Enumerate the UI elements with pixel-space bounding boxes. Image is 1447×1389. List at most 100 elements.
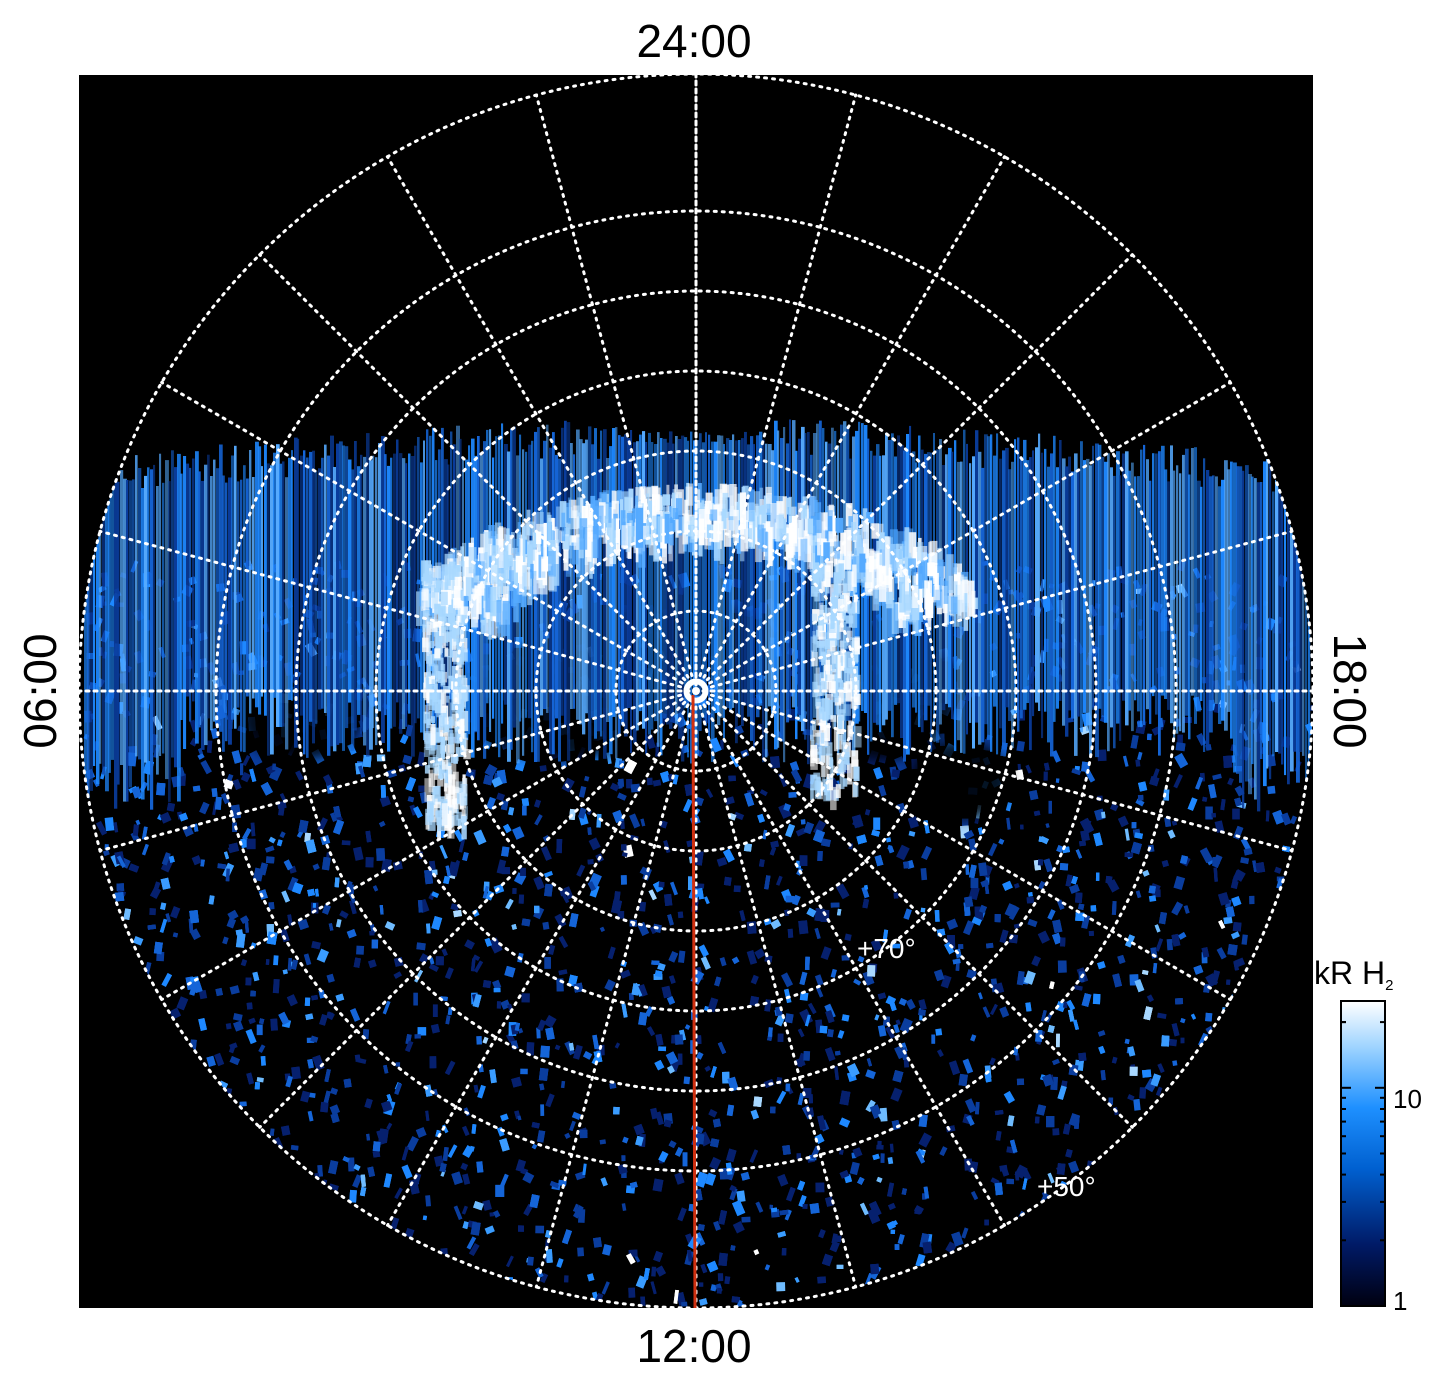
aurora-streak bbox=[786, 443, 790, 723]
noise-speck bbox=[544, 883, 553, 897]
noise-speck bbox=[1037, 859, 1044, 866]
noise-speck bbox=[962, 818, 969, 832]
aurora-streak bbox=[717, 435, 721, 726]
noise-speck bbox=[1129, 1066, 1138, 1076]
aurora-streak bbox=[1191, 448, 1194, 696]
aurora-streak bbox=[321, 457, 324, 709]
noise-speck bbox=[334, 877, 340, 888]
noise-speck bbox=[462, 1173, 471, 1185]
aurora-streak bbox=[777, 430, 780, 748]
noise-speck bbox=[677, 911, 684, 919]
aurora-streak bbox=[738, 440, 741, 716]
noise-speck bbox=[356, 945, 365, 955]
aurora-streak bbox=[642, 431, 646, 729]
noise-speck bbox=[908, 830, 916, 837]
noise-speck bbox=[545, 1249, 553, 1263]
aurora-streak bbox=[1029, 457, 1032, 751]
noise-speck bbox=[733, 811, 745, 821]
noise-speck bbox=[198, 989, 208, 1000]
noise-speck bbox=[1289, 815, 1298, 825]
aurora-streak bbox=[1230, 461, 1233, 739]
noise-speck bbox=[781, 1248, 787, 1256]
aurora-streak bbox=[402, 458, 406, 729]
noise-speck bbox=[867, 964, 876, 977]
noise-speck bbox=[887, 1157, 894, 1165]
noise-speck bbox=[539, 765, 547, 772]
aurora-streak bbox=[804, 433, 807, 740]
noise-speck bbox=[432, 1004, 438, 1017]
noise-speck bbox=[799, 855, 808, 867]
noise-speck bbox=[1161, 1035, 1170, 1047]
noise-speck bbox=[936, 1049, 944, 1058]
noise-speck bbox=[476, 1161, 484, 1173]
noise-speck bbox=[987, 842, 998, 857]
noise-speck bbox=[1232, 921, 1242, 932]
noise-speck bbox=[477, 1084, 486, 1099]
noise-speck bbox=[817, 850, 823, 862]
noise-speck bbox=[260, 1056, 266, 1066]
noise-speck bbox=[535, 1225, 545, 1234]
aurora-streak bbox=[405, 463, 408, 727]
aurora-streak bbox=[213, 459, 216, 722]
noise-speck bbox=[728, 775, 736, 782]
noise-speck bbox=[837, 1030, 845, 1039]
noise-speck bbox=[1211, 812, 1217, 818]
noise-speck bbox=[225, 868, 230, 882]
noise-speck bbox=[536, 1027, 541, 1039]
noise-speck bbox=[621, 1203, 627, 1212]
noise-speck bbox=[149, 908, 156, 916]
noise-speck bbox=[893, 892, 899, 899]
noise-speck bbox=[424, 869, 434, 885]
noise-speck bbox=[698, 944, 710, 958]
aurora-streak bbox=[198, 471, 201, 728]
noise-speck bbox=[522, 805, 527, 816]
noise-speck bbox=[542, 921, 550, 930]
noise-speck bbox=[604, 979, 616, 992]
noise-speck bbox=[1122, 755, 1129, 767]
aurora-streak bbox=[210, 476, 213, 731]
noise-speck bbox=[501, 846, 510, 857]
aurora-streak bbox=[1170, 445, 1173, 724]
noise-speck bbox=[592, 1237, 603, 1248]
noise-speck bbox=[873, 817, 881, 830]
noise-speck bbox=[560, 1080, 566, 1089]
noise-speck bbox=[1048, 800, 1052, 814]
noise-speck bbox=[1057, 960, 1067, 973]
noise-speck bbox=[922, 1241, 933, 1254]
noise-speck bbox=[785, 895, 795, 903]
noise-speck bbox=[1075, 892, 1083, 904]
noise-speck bbox=[560, 761, 567, 768]
noise-speck bbox=[426, 923, 431, 934]
noise-speck bbox=[602, 1243, 612, 1256]
noise-speck bbox=[920, 868, 928, 881]
noise-speck bbox=[618, 778, 625, 787]
noise-speck bbox=[1078, 903, 1085, 910]
noise-speck bbox=[1105, 875, 1113, 884]
noise-speck bbox=[664, 893, 673, 907]
aurora-streak bbox=[249, 450, 252, 714]
noise-speck bbox=[939, 1146, 948, 1157]
noise-speck bbox=[556, 1258, 564, 1268]
aurora-streak bbox=[648, 432, 651, 735]
noise-speck bbox=[192, 785, 201, 792]
aurora-streak bbox=[171, 450, 174, 758]
aurora-streak bbox=[1038, 433, 1041, 711]
aurora-streak bbox=[1218, 486, 1222, 724]
noise-speck bbox=[1212, 773, 1222, 781]
aurora-streak bbox=[1212, 475, 1215, 705]
noise-speck bbox=[750, 974, 759, 985]
noise-speck bbox=[1016, 1078, 1025, 1086]
aurora-streak bbox=[1017, 437, 1020, 732]
noise-speck bbox=[1205, 1012, 1213, 1022]
aurora-streak bbox=[1032, 450, 1035, 717]
noise-speck bbox=[287, 876, 299, 892]
aurora-streak bbox=[1242, 470, 1245, 808]
noise-speck bbox=[1079, 840, 1086, 847]
noise-speck bbox=[1267, 785, 1276, 795]
noise-speck bbox=[256, 1024, 263, 1036]
aurora-streak bbox=[867, 438, 870, 755]
noise-speck bbox=[718, 1252, 728, 1267]
aurora-streak bbox=[1143, 444, 1146, 725]
noise-speck bbox=[496, 1001, 501, 1009]
aurora-streak bbox=[168, 481, 171, 802]
